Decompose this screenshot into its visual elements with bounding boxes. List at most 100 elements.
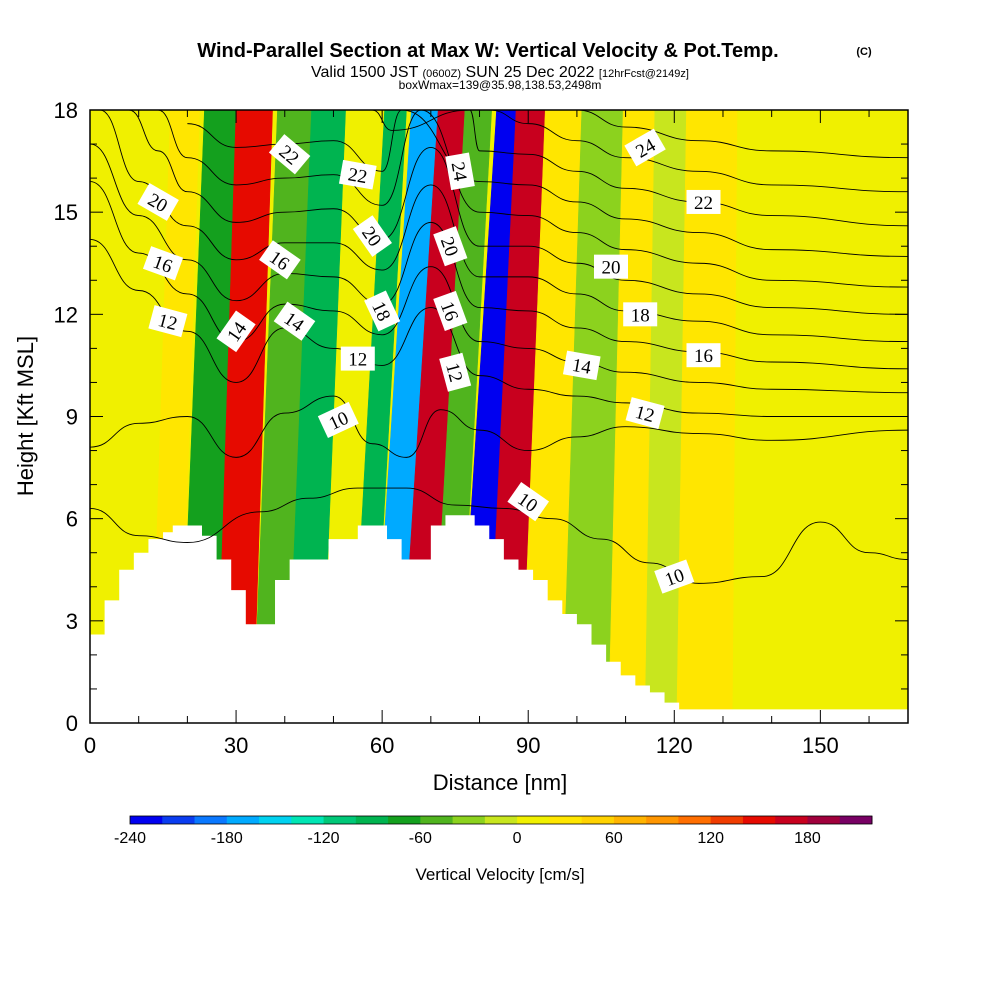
contour-label: 12 (625, 397, 665, 430)
colorbar-tick-label: -120 (308, 830, 340, 847)
y-tick-label: 3 (66, 609, 78, 634)
contour-label-text: 22 (346, 164, 368, 188)
subtitle-utc: (0600Z) (423, 68, 462, 80)
contour-label-box (439, 352, 472, 392)
contour-label-box (137, 183, 179, 221)
subtitle-valid: Valid 1500 JST (311, 64, 422, 81)
isentrope-line (90, 238, 908, 417)
x-tick-label: 60 (370, 733, 394, 758)
colorbar-tick-label: 180 (794, 830, 821, 847)
contour-label-box (445, 152, 475, 191)
contour-label-box (273, 301, 316, 341)
isentrope-line (576, 110, 908, 159)
colorbar-segment (323, 816, 357, 824)
y-tick-label: 6 (66, 507, 78, 532)
colorbar-segment (355, 816, 389, 824)
colorbar-segment (613, 816, 647, 824)
colorbar-segment (388, 816, 421, 824)
contour-label: 12 (148, 305, 188, 338)
contour-label-box (338, 159, 377, 190)
y-axis-label: Height [Kft MSL] (13, 336, 38, 496)
y-tick-label: 12 (54, 302, 78, 327)
colorbar-tick-label: -240 (114, 830, 146, 847)
contour-label-box (364, 290, 401, 332)
colorbar-segment (130, 816, 163, 824)
colorbar-label: Vertical Velocity [cm/s] (415, 865, 584, 884)
colorbar (129, 815, 873, 825)
contour-label-box (317, 401, 359, 438)
contour-label-box (593, 254, 628, 279)
contour-label-text: 12 (441, 361, 466, 385)
contour-label-text: 24 (447, 160, 471, 183)
x-tick-label: 90 (516, 733, 540, 758)
contour-label-box (433, 290, 468, 332)
y-tick-label: 18 (54, 98, 78, 123)
contour-label: 22 (686, 189, 721, 214)
contour-label-box (142, 246, 184, 281)
contour-label-box (340, 346, 375, 371)
colorbar-tick-label: 60 (605, 830, 623, 847)
contour-label-box (268, 134, 311, 175)
contour-label-box (624, 128, 666, 167)
y-axis-ticks: 0 3 6 9 12 15 18 (54, 98, 908, 736)
contour-label: 10 (654, 559, 695, 594)
isentrope-line (226, 110, 908, 227)
contour-label-box (507, 482, 550, 522)
contour-label-text: 14 (570, 355, 593, 379)
contour-label-box (216, 310, 256, 353)
colorbar-segment (549, 816, 583, 824)
chart-subtitle: Valid 1500 JST (0600Z) SUN 25 Dec 2022 [… (311, 64, 689, 81)
colorbar-tick-label: -60 (409, 830, 432, 847)
x-axis-ticks: 0 30 60 90 120 150 (84, 110, 870, 758)
colorbar-frame (129, 815, 873, 825)
colorbar-segment (259, 816, 292, 824)
isentrope-line (99, 110, 908, 343)
x-tick-label: 120 (656, 733, 693, 758)
contour-label: 12 (439, 352, 472, 392)
contour-label-box (148, 305, 188, 338)
contour-label-text: 12 (348, 350, 367, 371)
contour-label-box (686, 189, 721, 214)
chart-subtitle-box: boxWmax=139@35.98,138.53,2498m (399, 78, 602, 92)
colorbar-segment (807, 816, 841, 824)
x-tick-label: 0 (84, 733, 96, 758)
contour-label-text: 16 (694, 346, 713, 367)
contour-label: 20 (352, 215, 392, 257)
contour-label-text: 20 (601, 258, 620, 279)
colorbar-segment (742, 816, 776, 824)
colorbar-segment (162, 816, 196, 824)
colorbar-segment (226, 816, 260, 824)
colorbar-segment (484, 816, 518, 824)
colorbar-segment (517, 816, 550, 824)
x-tick-label: 150 (802, 733, 839, 758)
colorbar-segment (678, 816, 712, 824)
contour-label: 22 (338, 159, 377, 190)
isentrope-line (128, 110, 908, 315)
colorbar-tick-label: 0 (513, 830, 522, 847)
contour-label: 24 (445, 152, 475, 191)
contour-label: 16 (686, 343, 721, 368)
isentrope-line (90, 395, 908, 458)
contour-label-text: 12 (156, 310, 180, 335)
isentrope-line (90, 487, 908, 584)
chart-title: Wind-Parallel Section at Max W: Vertical… (197, 40, 778, 62)
contour-label: 18 (364, 290, 401, 332)
colorbar-segment (194, 816, 228, 824)
x-axis-label: Distance [nm] (433, 770, 568, 795)
velocity-band (520, 110, 587, 723)
subtitle-date: SUN 25 Dec 2022 (461, 64, 599, 81)
y-tick-label: 15 (54, 200, 78, 225)
contour-label: 18 (623, 302, 658, 327)
colorbar-segment (581, 816, 615, 824)
subtitle-forecast: [12hrFcst@2149z] (599, 68, 689, 80)
contour-label-text: 12 (633, 402, 657, 427)
contour-label-box (259, 240, 301, 280)
terrain-mask (90, 515, 908, 723)
contour-label-text: 22 (694, 193, 713, 214)
x-tick-label: 30 (224, 733, 248, 758)
colorbar-ticks: -240 -180 -120 -60 0 60 120 180 (114, 830, 821, 847)
colorbar-segment (420, 816, 454, 824)
isentrope-line (90, 181, 908, 394)
